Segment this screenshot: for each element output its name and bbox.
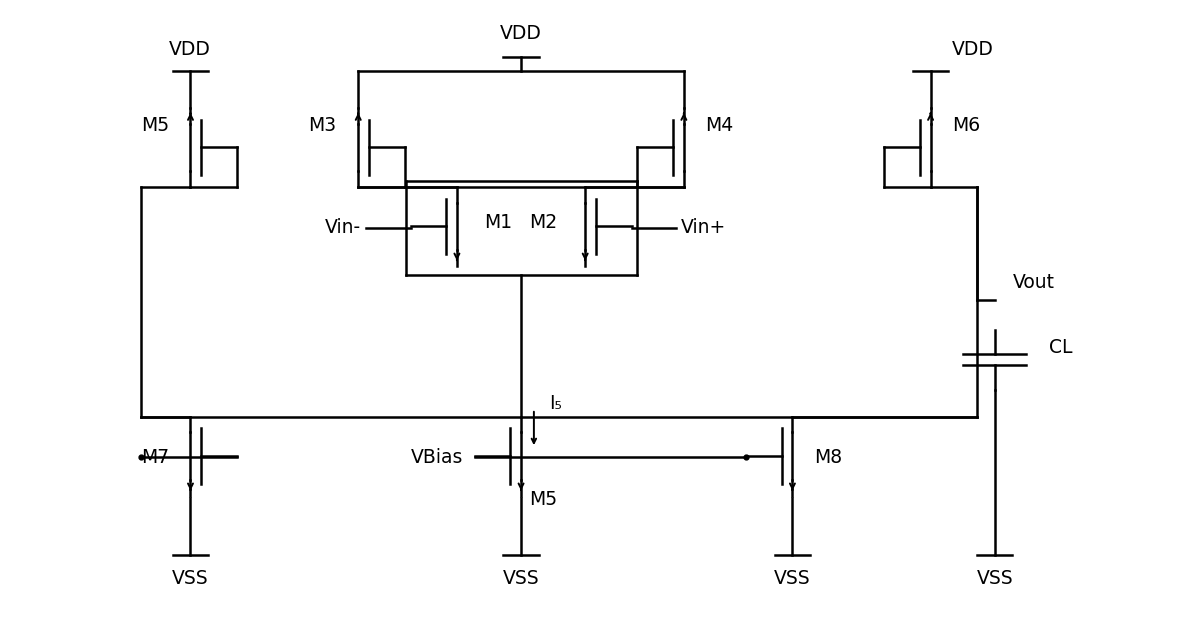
Text: Vin-: Vin- (325, 218, 361, 237)
Text: M7: M7 (140, 447, 169, 467)
Text: M4: M4 (706, 116, 734, 135)
Text: M3: M3 (308, 116, 336, 135)
Text: VDD: VDD (169, 40, 211, 59)
Text: M6: M6 (953, 116, 980, 135)
Text: M8: M8 (814, 447, 842, 467)
Text: Vout: Vout (1013, 273, 1055, 292)
Text: VDD: VDD (500, 25, 542, 43)
Text: M1: M1 (485, 213, 512, 232)
Text: VSS: VSS (172, 569, 209, 588)
Text: VSS: VSS (503, 569, 539, 588)
Text: VBias: VBias (410, 447, 463, 467)
Text: CL: CL (1049, 338, 1073, 357)
Text: VSS: VSS (977, 569, 1013, 588)
Text: M5: M5 (140, 116, 169, 135)
Text: Vin+: Vin+ (680, 218, 726, 237)
Text: M2: M2 (529, 213, 558, 232)
Text: VDD: VDD (953, 40, 994, 59)
Text: VSS: VSS (774, 569, 811, 588)
Text: I₅: I₅ (548, 394, 562, 413)
Text: M5: M5 (529, 490, 557, 509)
